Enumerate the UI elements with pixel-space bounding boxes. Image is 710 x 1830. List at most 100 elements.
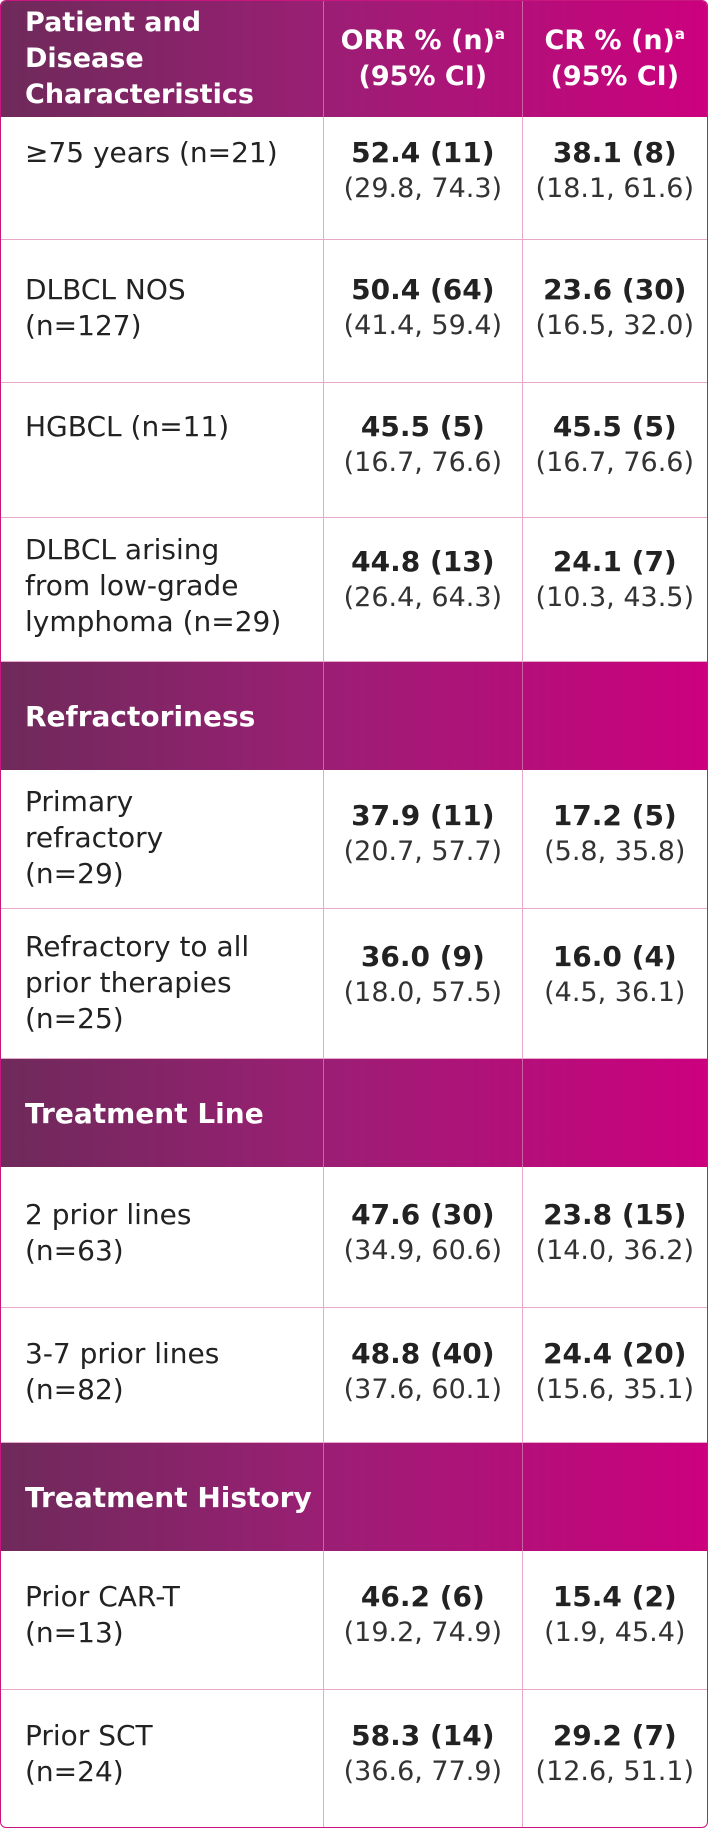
- orr-value: 48.8 (40): [351, 1337, 495, 1370]
- cr-cell: 45.5 (5) (16.7, 76.6): [521, 383, 707, 517]
- cr-ci: (15.6, 35.1): [535, 1374, 694, 1405]
- cr-value: 45.5 (5): [552, 410, 677, 443]
- table-row: Prior CAR-T (n=13) 46.2 (6) (19.2, 74.9) …: [1, 1551, 707, 1690]
- table-row: DLBCL NOS (n=127) 50.4 (64) (41.4, 59.4) …: [1, 240, 707, 383]
- row-label-cell: Refractory to all prior therapies (n=25): [1, 909, 323, 1058]
- orr-ci: (19.2, 74.9): [343, 1617, 503, 1648]
- orr-value: 58.3 (14): [351, 1719, 495, 1752]
- section-empty-cell: [323, 1443, 521, 1551]
- section-title-cell: Treatment History: [1, 1443, 323, 1551]
- cr-ci: (16.5, 32.0): [535, 310, 694, 341]
- section-title-cell: Treatment Line: [1, 1059, 323, 1167]
- cr-value: 24.1 (7): [552, 545, 677, 578]
- section-title: Treatment Line: [25, 1096, 264, 1130]
- orr-value: 46.2 (6): [360, 1580, 485, 1613]
- cr-ci: (14.0, 36.2): [535, 1235, 694, 1266]
- cr-value: 23.6 (30): [543, 273, 687, 306]
- cr-cell: 24.1 (7) (10.3, 43.5): [521, 518, 707, 661]
- row-label-cell: Prior SCT (n=24): [1, 1690, 323, 1827]
- orr-ci: (16.7, 76.6): [343, 447, 503, 478]
- header-orr-label: ORR % (n): [340, 25, 495, 56]
- orr-cell: 58.3 (14) (36.6, 77.9): [323, 1690, 521, 1827]
- section-title: Refractoriness: [25, 699, 256, 733]
- cr-ci: (10.3, 43.5): [535, 582, 694, 613]
- cr-cell: 16.0 (4) (4.5, 36.1): [521, 909, 707, 1058]
- header-characteristics-label: Patient and Disease Characteristics: [25, 7, 254, 110]
- row-label-cell: Prior CAR-T (n=13): [1, 1551, 323, 1689]
- row-label: DLBCL NOS (n=127): [25, 273, 186, 342]
- orr-value: 50.4 (64): [351, 273, 495, 306]
- row-label-cell: DLBCL NOS (n=127): [1, 240, 323, 382]
- cr-value: 16.0 (4): [552, 940, 677, 973]
- orr-ci: (26.4, 64.3): [343, 582, 503, 613]
- cr-ci: (12.6, 51.1): [535, 1756, 694, 1787]
- table-row: Prior SCT (n=24) 58.3 (14) (36.6, 77.9) 2…: [1, 1690, 707, 1827]
- cr-cell: 29.2 (7) (12.6, 51.1): [521, 1690, 707, 1827]
- table-row: 3-7 prior lines (n=82) 48.8 (40) (37.6, 6…: [1, 1308, 707, 1443]
- section-empty-cell: [521, 1443, 707, 1551]
- orr-cell: 50.4 (64) (41.4, 59.4): [323, 240, 521, 382]
- cr-cell: 15.4 (2) (1.9, 45.4): [521, 1551, 707, 1689]
- orr-value: 37.9 (11): [351, 799, 495, 832]
- orr-cell: 44.8 (13) (26.4, 64.3): [323, 518, 521, 661]
- section-empty-cell: [521, 1059, 707, 1167]
- cr-cell: 23.8 (15) (14.0, 36.2): [521, 1167, 707, 1307]
- row-label-cell: 2 prior lines (n=63): [1, 1167, 323, 1307]
- cr-ci: (16.7, 76.6): [535, 447, 694, 478]
- orr-cell: 37.9 (11) (20.7, 57.7): [323, 770, 521, 908]
- orr-value: 47.6 (30): [351, 1198, 495, 1231]
- row-label: 2 prior lines (n=63): [25, 1198, 192, 1267]
- table-row: 2 prior lines (n=63) 47.6 (30) (34.9, 60.…: [1, 1167, 707, 1308]
- header-orr: ORR % (n)a (95% CI): [323, 1, 521, 117]
- cr-ci: (1.9, 45.4): [544, 1617, 686, 1648]
- section-treatment-line: Treatment Line: [1, 1059, 707, 1167]
- table-header: Patient and Disease Characteristics ORR …: [1, 1, 707, 117]
- orr-value: 52.4 (11): [351, 136, 495, 169]
- header-orr-ci: (95% CI): [358, 61, 488, 92]
- cr-cell: 17.2 (5) (5.8, 35.8): [521, 770, 707, 908]
- cr-value: 24.4 (20): [543, 1337, 687, 1370]
- row-label-cell: 3-7 prior lines (n=82): [1, 1308, 323, 1442]
- cr-value: 29.2 (7): [552, 1719, 677, 1752]
- row-label: DLBCL arising from low-grade lymphoma (n…: [25, 533, 282, 638]
- row-label-cell: DLBCL arising from low-grade lymphoma (n…: [1, 518, 323, 661]
- table-row: Refractory to all prior therapies (n=25)…: [1, 909, 707, 1059]
- row-label: Prior SCT (n=24): [25, 1719, 153, 1788]
- header-cr-label: CR % (n): [544, 25, 675, 56]
- orr-cell: 36.0 (9) (18.0, 57.5): [323, 909, 521, 1058]
- header-characteristics: Patient and Disease Characteristics: [1, 1, 323, 117]
- cr-cell: 23.6 (30) (16.5, 32.0): [521, 240, 707, 382]
- section-refractoriness: Refractoriness: [1, 662, 707, 770]
- row-label: 3-7 prior lines (n=82): [25, 1337, 220, 1406]
- orr-cell: 45.5 (5) (16.7, 76.6): [323, 383, 521, 517]
- orr-ci: (20.7, 57.7): [343, 836, 503, 867]
- orr-ci: (34.9, 60.6): [343, 1235, 503, 1266]
- section-title: Treatment History: [25, 1480, 312, 1514]
- orr-value: 36.0 (9): [360, 940, 485, 973]
- orr-cell: 52.4 (11) (29.8, 74.3): [323, 117, 521, 239]
- orr-value: 45.5 (5): [360, 410, 485, 443]
- table-row: ≥75 years (n=21) 52.4 (11) (29.8, 74.3) 3…: [1, 117, 707, 240]
- table-row: HGBCL (n=11) 45.5 (5) (16.7, 76.6) 45.5 (…: [1, 383, 707, 518]
- row-label: Prior CAR-T (n=13): [25, 1580, 180, 1649]
- cr-ci: (5.8, 35.8): [544, 836, 686, 867]
- header-cr-ci: (95% CI): [550, 61, 680, 92]
- cr-value: 38.1 (8): [552, 136, 677, 169]
- row-label: HGBCL (n=11): [25, 410, 230, 443]
- cr-value: 23.8 (15): [543, 1198, 687, 1231]
- header-cr-footnote: a: [674, 25, 686, 43]
- orr-ci: (37.6, 60.1): [343, 1374, 503, 1405]
- orr-ci: (36.6, 77.9): [343, 1756, 503, 1787]
- row-label: Primary refractory (n=29): [25, 785, 164, 890]
- cr-ci: (4.5, 36.1): [544, 977, 686, 1008]
- orr-ci: (41.4, 59.4): [343, 310, 503, 341]
- orr-ci: (18.0, 57.5): [343, 977, 503, 1008]
- orr-cell: 47.6 (30) (34.9, 60.6): [323, 1167, 521, 1307]
- cr-cell: 38.1 (8) (18.1, 61.6): [521, 117, 707, 239]
- orr-cell: 48.8 (40) (37.6, 60.1): [323, 1308, 521, 1442]
- section-empty-cell: [521, 662, 707, 770]
- row-label: ≥75 years (n=21): [25, 136, 278, 169]
- header-cr-title: CR % (n)a: [545, 23, 685, 59]
- cr-value: 15.4 (2): [552, 1580, 677, 1613]
